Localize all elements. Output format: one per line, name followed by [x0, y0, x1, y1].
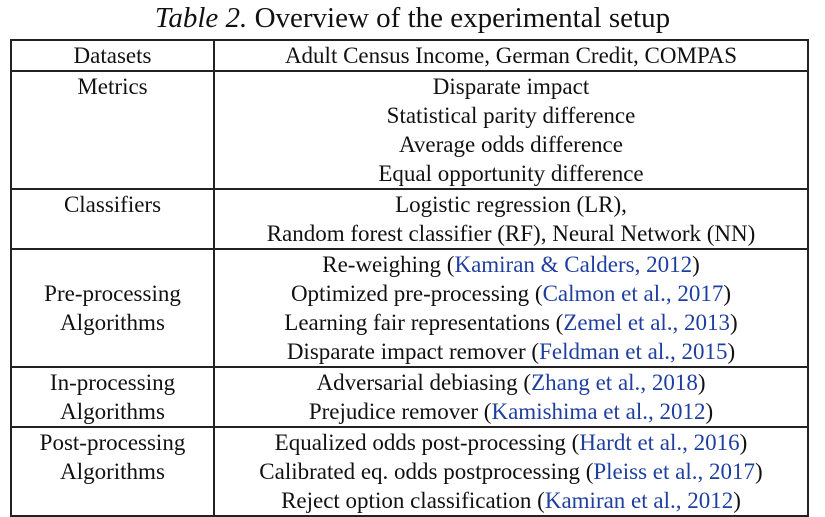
- algorithm-item: Calibrated eq. odds postprocessing (Plei…: [215, 457, 807, 486]
- table-title: Overview of the experimental setup: [254, 2, 671, 34]
- algorithm-name: Prejudice remover (: [308, 399, 492, 424]
- citation-authors: Calmon et al.: [542, 281, 666, 306]
- citation-link[interactable]: Pleiss et al., 2017: [593, 459, 756, 484]
- citation-link[interactable]: Hardt et al., 2016: [579, 430, 740, 455]
- citation-authors: Zemel et al.: [563, 310, 673, 335]
- inprocessing-label: In-processing Algorithms: [10, 366, 215, 428]
- algorithm-name: Calibrated eq. odds postprocessing (: [259, 459, 594, 484]
- experimental-setup-table: Datasets Adult Census Income, German Cre…: [10, 39, 809, 517]
- table-caption: Table 2. Overview of the experimental se…: [0, 0, 825, 38]
- algorithm-name: Optimized pre-processing (: [290, 281, 543, 306]
- close-paren: ): [733, 488, 741, 513]
- citation-year: 2012: [687, 488, 734, 513]
- classifiers-label: Classifiers: [10, 188, 215, 250]
- row-preprocessing: Pre-processing Algorithms Re-weighing (K…: [10, 248, 809, 368]
- citation-link[interactable]: Calmon et al., 2017: [542, 281, 724, 306]
- row-metrics: Metrics Disparate impact Statistical par…: [10, 70, 809, 190]
- citation-year: 2013: [684, 310, 731, 335]
- row-postprocessing: Post-processing Algorithms Equalized odd…: [10, 426, 809, 517]
- algorithm-name: Learning fair representations (: [284, 310, 564, 335]
- citation-link[interactable]: Zemel et al., 2013: [563, 310, 731, 335]
- preprocessing-label-line1: Pre-processing: [44, 281, 181, 306]
- algorithm-item: Learning fair representations (Zemel et …: [215, 308, 807, 337]
- algorithm-item: Optimized pre-processing (Calmon et al.,…: [215, 279, 807, 308]
- close-paren: ): [739, 430, 748, 455]
- classifiers-list: Logistic regression (LR), Random forest …: [213, 188, 809, 250]
- citation-link[interactable]: Kamiran & Calders, 2012: [454, 252, 693, 277]
- close-paren: ): [723, 281, 732, 306]
- citation-authors: Pleiss et al.: [593, 459, 698, 484]
- citation-year: 2017: [677, 281, 724, 306]
- row-datasets: Datasets Adult Census Income, German Cre…: [10, 39, 809, 72]
- citation-year: 2015: [681, 339, 728, 364]
- metrics-list: Disparate impact Statistical parity diff…: [213, 70, 809, 190]
- close-paren: ): [697, 370, 706, 395]
- algorithm-item: Adversarial debiasing (Zhang et al., 201…: [215, 368, 807, 397]
- algorithm-name: Equalized odds post-processing (: [274, 430, 580, 455]
- inprocessing-label-line1: In-processing: [49, 370, 176, 395]
- algorithm-item: Disparate impact remover (Feldman et al.…: [215, 337, 807, 366]
- algorithm-name: Adversarial debiasing (: [316, 370, 532, 395]
- algorithm-name: Re-weighing (: [322, 252, 455, 277]
- postprocessing-label-line2: Algorithms: [60, 459, 165, 484]
- algorithm-item: Re-weighing (Kamiran & Calders, 2012): [215, 250, 807, 279]
- datasets-value: Adult Census Income, German Credit, COMP…: [213, 39, 809, 72]
- datasets-label: Datasets: [10, 39, 215, 72]
- citation-authors: Kamishima et al.: [491, 399, 648, 424]
- preprocessing-label: Pre-processing Algorithms: [10, 248, 215, 368]
- table-number: Table 2.: [154, 2, 248, 34]
- classifier-item: Logistic regression (LR),: [395, 192, 627, 217]
- metric-item: Equal opportunity difference: [378, 161, 644, 186]
- algorithm-name: Disparate impact remover (: [286, 339, 540, 364]
- inprocessing-list: Adversarial debiasing (Zhang et al., 201…: [213, 366, 809, 428]
- metrics-label: Metrics: [10, 70, 215, 190]
- citation-link[interactable]: Zhang et al., 2018: [531, 370, 698, 395]
- row-inprocessing: In-processing Algorithms Adversarial deb…: [10, 366, 809, 428]
- postprocessing-label: Post-processing Algorithms: [10, 426, 215, 517]
- close-paren: ): [730, 310, 738, 335]
- close-paren: ): [755, 459, 763, 484]
- citation-authors: Zhang et al.: [531, 370, 641, 395]
- preprocessing-list: Re-weighing (Kamiran & Calders, 2012) Op…: [213, 248, 809, 368]
- algorithm-item: Reject option classification (Kamiran et…: [215, 486, 807, 515]
- postprocessing-label-line1: Post-processing: [39, 430, 186, 455]
- citation-year: 2012: [646, 252, 693, 277]
- metric-item: Statistical parity difference: [386, 103, 636, 128]
- citation-authors: Kamiran & Calders: [454, 252, 635, 277]
- close-paren: ): [692, 252, 700, 277]
- algorithm-item: Equalized odds post-processing (Hardt et…: [215, 428, 807, 457]
- citation-year: 2016: [693, 430, 740, 455]
- citation-year: 2012: [659, 399, 706, 424]
- citation-year: 2017: [709, 459, 756, 484]
- citation-authors: Feldman et al.: [539, 339, 670, 364]
- citation-authors: Kamiran et al.: [544, 488, 676, 513]
- citation-link[interactable]: Feldman et al., 2015: [539, 339, 728, 364]
- citation-year: 2018: [651, 370, 698, 395]
- postprocessing-list: Equalized odds post-processing (Hardt et…: [213, 426, 809, 517]
- citation-authors: Hardt et al.: [579, 430, 683, 455]
- close-paren: ): [705, 399, 714, 424]
- metric-item: Disparate impact: [432, 74, 590, 99]
- close-paren: ): [727, 339, 736, 364]
- algorithm-name: Reject option classification (: [281, 488, 545, 513]
- metric-item: Average odds difference: [399, 132, 623, 157]
- citation-link[interactable]: Kamiran et al., 2012: [544, 488, 734, 513]
- preprocessing-label-line2: Algorithms: [60, 310, 165, 335]
- inprocessing-label-line2: Algorithms: [60, 399, 165, 424]
- classifier-item: Random forest classifier (RF), Neural Ne…: [266, 221, 756, 246]
- citation-link[interactable]: Kamishima et al., 2012: [491, 399, 706, 424]
- row-classifiers: Classifiers Logistic regression (LR), Ra…: [10, 188, 809, 250]
- algorithm-item: Prejudice remover (Kamishima et al., 201…: [215, 397, 807, 426]
